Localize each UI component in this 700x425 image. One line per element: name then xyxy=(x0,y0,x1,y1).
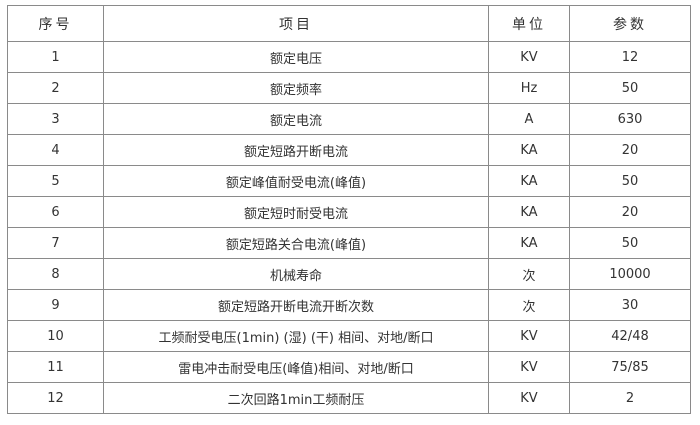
cell-item: 额定电流 xyxy=(103,103,489,135)
cell-index: 12 xyxy=(7,382,104,414)
table-row: 5 额定峰值耐受电流(峰值) KA 50 xyxy=(7,165,691,197)
cell-unit: 次 xyxy=(488,258,570,290)
cell-unit: KV xyxy=(488,351,570,383)
cell-index: 11 xyxy=(7,351,104,383)
table-row: 9 额定短路开断电流开断次数次 30 xyxy=(7,289,691,321)
cell-item: 额定峰值耐受电流(峰值) xyxy=(103,165,489,197)
cell-unit: KV xyxy=(488,41,570,73)
cell-value: 20 xyxy=(569,196,691,228)
cell-item: 额定电压 xyxy=(103,41,489,73)
header-value: 参数 xyxy=(569,5,691,42)
cell-index: 4 xyxy=(7,134,104,166)
cell-item: 额定短路关合电流(峰值) xyxy=(103,227,489,259)
cell-unit: KA xyxy=(488,196,570,228)
cell-unit: KA xyxy=(488,227,570,259)
cell-index: 5 xyxy=(7,165,104,197)
cell-value: 75/85 xyxy=(569,351,691,383)
cell-value: 50 xyxy=(569,227,691,259)
cell-index: 3 xyxy=(7,103,104,135)
cell-unit: 次 xyxy=(488,289,570,321)
cell-index: 6 xyxy=(7,196,104,228)
cell-item: 额定短路开断电流开断次数 xyxy=(103,289,489,321)
cell-value: 630 xyxy=(569,103,691,135)
cell-value: 2 xyxy=(569,382,691,414)
cell-value: 50 xyxy=(569,165,691,197)
table-row: 10 工频耐受电压(1min) (湿) (干) 相间、对地/断口 KV 42/48 xyxy=(7,320,691,352)
cell-item: 雷电冲击耐受电压(峰值)相间、对地/断口 xyxy=(103,351,489,383)
header-index: 序号 xyxy=(7,5,104,42)
cell-unit: KV xyxy=(488,382,570,414)
cell-index: 8 xyxy=(7,258,104,290)
cell-item: 额定短路开断电流 xyxy=(103,134,489,166)
cell-unit: KV xyxy=(488,320,570,352)
table-row: 12 二次回路1min工频耐压 KV 2 xyxy=(7,382,691,414)
table-row: 8 机械寿命次 10000 xyxy=(7,258,691,290)
cell-item: 额定频率 xyxy=(103,72,489,104)
table-row: 4 额定短路开断电流 KA 20 xyxy=(7,134,691,166)
header-item: 项目 xyxy=(103,5,489,42)
cell-value: 50 xyxy=(569,72,691,104)
cell-value: 10000 xyxy=(569,258,691,290)
cell-unit: Hz xyxy=(488,72,570,104)
table-row: 7 额定短路关合电流(峰值) KA 50 xyxy=(7,227,691,259)
cell-index: 2 xyxy=(7,72,104,104)
cell-value: 42/48 xyxy=(569,320,691,352)
cell-index: 1 xyxy=(7,41,104,73)
cell-index: 7 xyxy=(7,227,104,259)
cell-value: 30 xyxy=(569,289,691,321)
header-row: 序号 项目 单位 参数 xyxy=(7,5,691,42)
cell-unit: KA xyxy=(488,165,570,197)
table-row: 2 额定频率 Hz 50 xyxy=(7,72,691,104)
header-unit: 单位 xyxy=(488,5,570,42)
table-row: 3 额定电流 A 630 xyxy=(7,103,691,135)
cell-value: 12 xyxy=(569,41,691,73)
table-row: 11 雷电冲击耐受电压(峰值)相间、对地/断口 KV 75/85 xyxy=(7,351,691,383)
table-row: 1 额定电压 KV 12 xyxy=(7,41,691,73)
cell-index: 10 xyxy=(7,320,104,352)
cell-item: 二次回路1min工频耐压 xyxy=(103,382,489,414)
cell-item: 机械寿命 xyxy=(103,258,489,290)
table-row: 6 额定短时耐受电流 KA 20 xyxy=(7,196,691,228)
cell-index: 9 xyxy=(7,289,104,321)
cell-unit: A xyxy=(488,103,570,135)
cell-item: 额定短时耐受电流 xyxy=(103,196,489,228)
parameter-table: 序号 项目 单位 参数 1 额定电压 KV 12 2 额定频率 Hz 50 3 额定电流 A 630 4… xyxy=(7,5,691,414)
cell-unit: KA xyxy=(488,134,570,166)
cell-value: 20 xyxy=(569,134,691,166)
cell-item: 工频耐受电压(1min) (湿) (干) 相间、对地/断口 xyxy=(103,320,489,352)
